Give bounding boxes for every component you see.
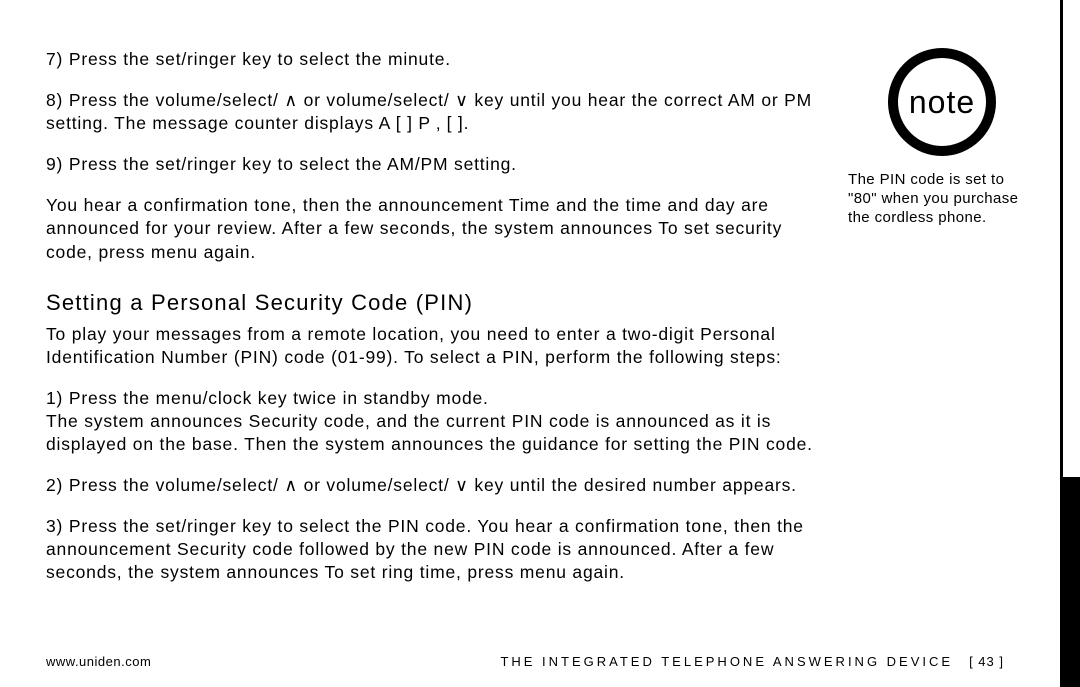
step-text: Press the set/ringer key to select the m… [69, 49, 451, 69]
step-num: 3) [46, 516, 63, 536]
step-8: 8) Press the volume/select/ ∧ or volume/… [46, 89, 826, 135]
step-num: 8) [46, 90, 63, 110]
section-intro: To play your messages from a remote loca… [46, 323, 826, 369]
step-text: Press the menu/clock key twice in standb… [46, 388, 813, 454]
note-column: note The PIN code is set to "80" when yo… [848, 48, 1036, 648]
step-num: 9) [46, 154, 63, 174]
bridge-paragraph: You hear a confirmation tone, then the a… [46, 194, 826, 263]
step-3: 3) Press the set/ringer key to select th… [46, 515, 826, 584]
step-2: 2) Press the volume/select/ ∧ or volume/… [46, 474, 826, 497]
note-icon: note [888, 48, 996, 156]
note-text: The PIN code is set to "80" when you pur… [848, 170, 1036, 228]
step-text: Press the volume/select/ ∧ or volume/sel… [69, 475, 797, 495]
tab-strip [1060, 0, 1080, 687]
footer-page: [ 43 ] [969, 654, 1004, 669]
manual-page: 7) Press the set/ringer key to select th… [0, 0, 1080, 687]
section-title: Setting a Personal Security Code (PIN) [46, 288, 826, 317]
step-9: 9) Press the set/ringer key to select th… [46, 153, 826, 176]
footer-url: www.uniden.com [46, 654, 151, 669]
step-num: 2) [46, 475, 63, 495]
footer: www.uniden.com THE INTEGRATED TELEPHONE … [46, 648, 1044, 669]
step-text: Press the set/ringer key to select the A… [69, 154, 517, 174]
tab-top [1060, 0, 1080, 477]
note-label: note [909, 84, 975, 121]
step-text: Press the set/ringer key to select the P… [46, 516, 804, 582]
step-num: 1) [46, 388, 63, 408]
footer-title: THE INTEGRATED TELEPHONE ANSWERING DEVIC… [500, 654, 953, 669]
content-row: 7) Press the set/ringer key to select th… [46, 48, 1044, 648]
step-1: 1) Press the menu/clock key twice in sta… [46, 387, 826, 456]
step-num: 7) [46, 49, 63, 69]
tab-bottom [1060, 477, 1080, 687]
step-text: Press the volume/select/ ∧ or volume/sel… [46, 90, 812, 133]
step-7: 7) Press the set/ringer key to select th… [46, 48, 826, 71]
main-column: 7) Press the set/ringer key to select th… [46, 48, 826, 648]
